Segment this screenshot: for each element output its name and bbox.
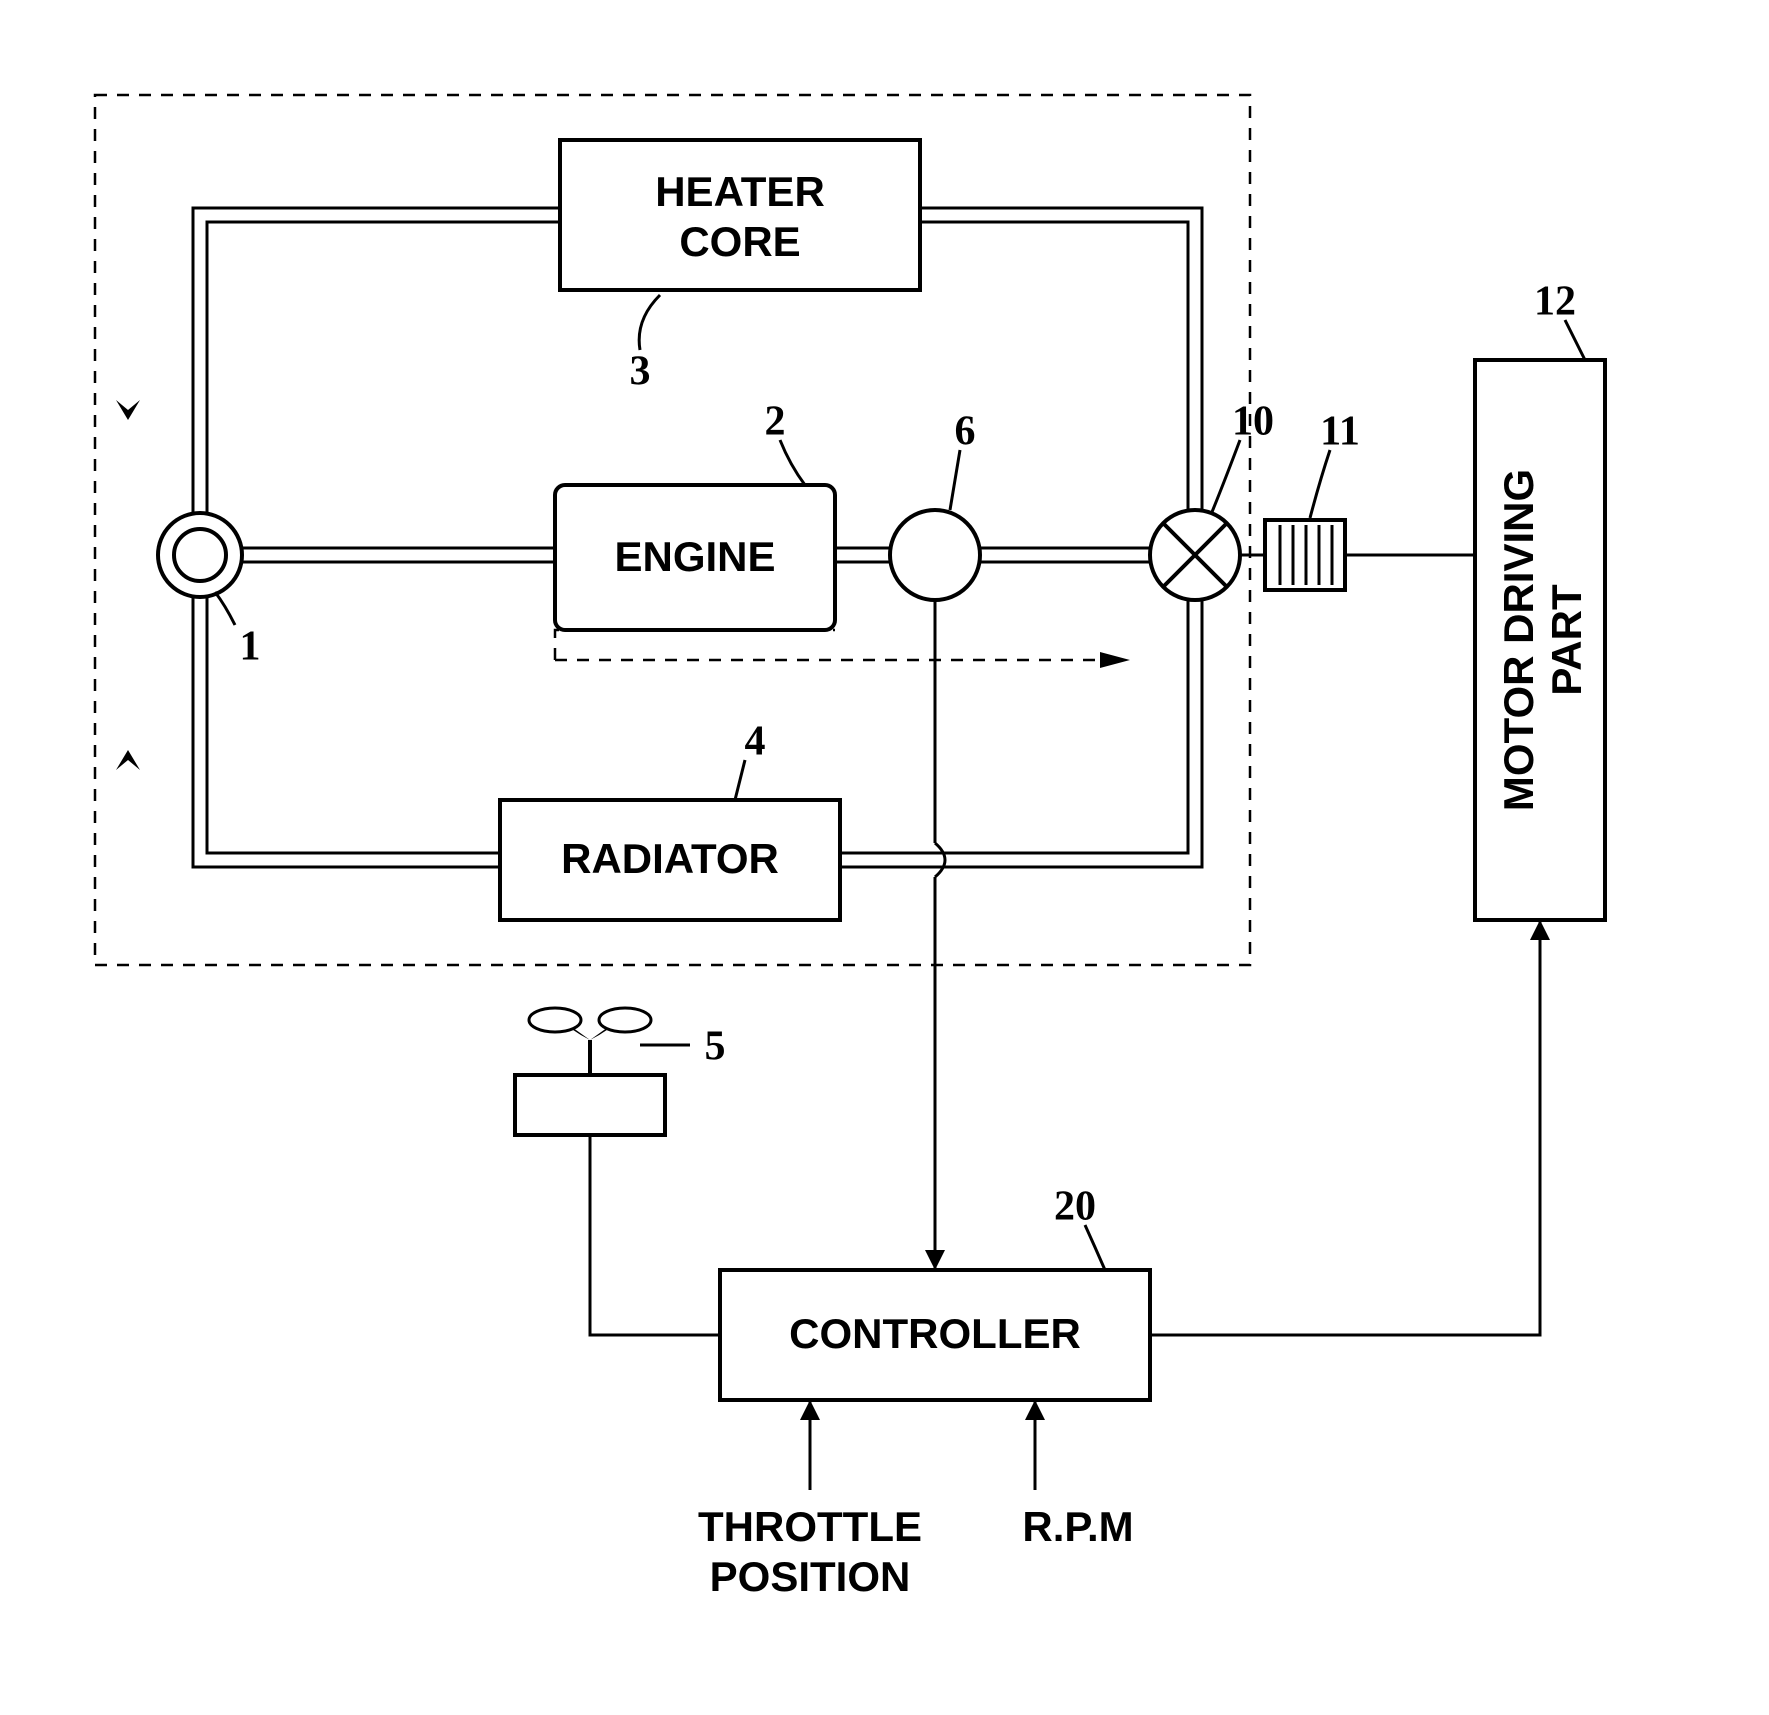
ref-leader-20 <box>1085 1225 1105 1270</box>
junction-1 <box>158 513 242 597</box>
ref-leader-6 <box>950 450 960 510</box>
ref-6: 6 <box>955 409 976 455</box>
input-throttle: THROTTLE POSITION <box>698 1400 922 1600</box>
signal-6-to-controller <box>925 600 945 1270</box>
ref-leader-12 <box>1565 320 1585 360</box>
flow-arrows-left <box>116 400 140 770</box>
engine-block: ENGINE <box>555 485 835 630</box>
controller-label: CONTROLLER <box>789 1310 1081 1357</box>
engine-label: ENGINE <box>614 533 775 580</box>
motor-driving-label-2: PART <box>1543 584 1590 696</box>
radiator-label: RADIATOR <box>561 835 779 882</box>
dashed-engine-branch <box>555 630 1130 668</box>
cooling-system-block-diagram: HEATER CORE 3 ENGINE 2 RADIATOR 4 1 6 10 <box>0 0 1769 1715</box>
heater-core-label-2: CORE <box>679 218 800 265</box>
ref-4: 4 <box>745 719 766 765</box>
ref-leader-11 <box>1310 450 1330 518</box>
ref-3: 3 <box>630 349 651 395</box>
controller-block: CONTROLLER <box>720 1270 1150 1400</box>
ref-11: 11 <box>1320 409 1360 455</box>
ref-5: 5 <box>705 1024 726 1070</box>
signal-controller-to-motor <box>1150 920 1550 1335</box>
ref-leader-1 <box>215 592 235 625</box>
heater-core-label-1: HEATER <box>655 168 825 215</box>
junction-6 <box>890 510 980 600</box>
sensor-5 <box>515 1008 665 1135</box>
radiator-block: RADIATOR <box>500 800 840 920</box>
input-rpm: R.P.M <box>1022 1400 1133 1550</box>
ref-1: 1 <box>240 624 261 670</box>
heater-core-block: HEATER CORE <box>560 140 920 290</box>
coupling-11 <box>1240 520 1475 590</box>
motor-driving-label-1: MOTOR DRIVING <box>1495 469 1542 811</box>
valve-10 <box>1150 510 1240 600</box>
ref-2: 2 <box>765 399 786 445</box>
ref-12: 12 <box>1534 279 1576 325</box>
throttle-label-2: POSITION <box>710 1553 911 1600</box>
ref-leader-2 <box>780 440 805 485</box>
signal-5-to-controller <box>590 1135 720 1335</box>
rpm-label: R.P.M <box>1022 1503 1133 1550</box>
ref-10: 10 <box>1232 399 1274 445</box>
ref-20: 20 <box>1054 1184 1096 1230</box>
ref-leader-3 <box>639 295 660 350</box>
ref-leader-10 <box>1212 440 1240 512</box>
throttle-label-1: THROTTLE <box>698 1503 922 1550</box>
ref-leader-4 <box>735 760 745 800</box>
motor-driving-part-block: MOTOR DRIVING PART <box>1475 360 1605 920</box>
